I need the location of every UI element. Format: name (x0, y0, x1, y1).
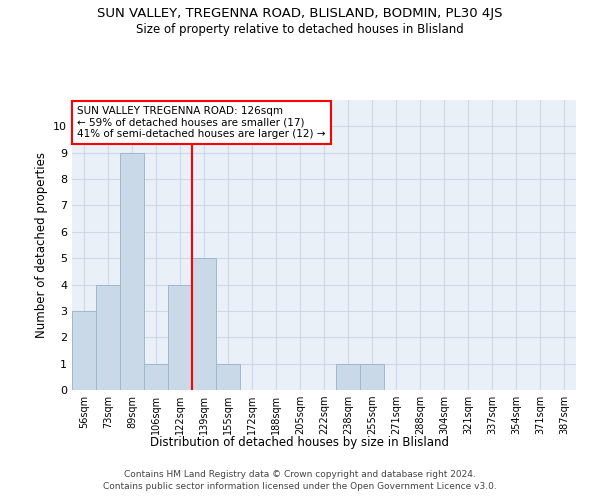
Text: Size of property relative to detached houses in Blisland: Size of property relative to detached ho… (136, 22, 464, 36)
Bar (360, 364, 384, 390)
Text: Distribution of detached houses by size in Blisland: Distribution of detached houses by size … (151, 436, 449, 449)
Bar (72, 311, 96, 390)
Bar (120, 152, 144, 390)
Bar (336, 364, 360, 390)
Text: SUN VALLEY, TREGENNA ROAD, BLISLAND, BODMIN, PL30 4JS: SUN VALLEY, TREGENNA ROAD, BLISLAND, BOD… (97, 8, 503, 20)
Y-axis label: Number of detached properties: Number of detached properties (35, 152, 47, 338)
Text: Contains public sector information licensed under the Open Government Licence v3: Contains public sector information licen… (103, 482, 497, 491)
Bar (216, 364, 240, 390)
Text: SUN VALLEY TREGENNA ROAD: 126sqm
← 59% of detached houses are smaller (17)
41% o: SUN VALLEY TREGENNA ROAD: 126sqm ← 59% o… (77, 106, 326, 139)
Bar (192, 258, 216, 390)
Bar (144, 364, 168, 390)
Text: Contains HM Land Registry data © Crown copyright and database right 2024.: Contains HM Land Registry data © Crown c… (124, 470, 476, 479)
Bar (96, 284, 120, 390)
Bar (168, 284, 192, 390)
